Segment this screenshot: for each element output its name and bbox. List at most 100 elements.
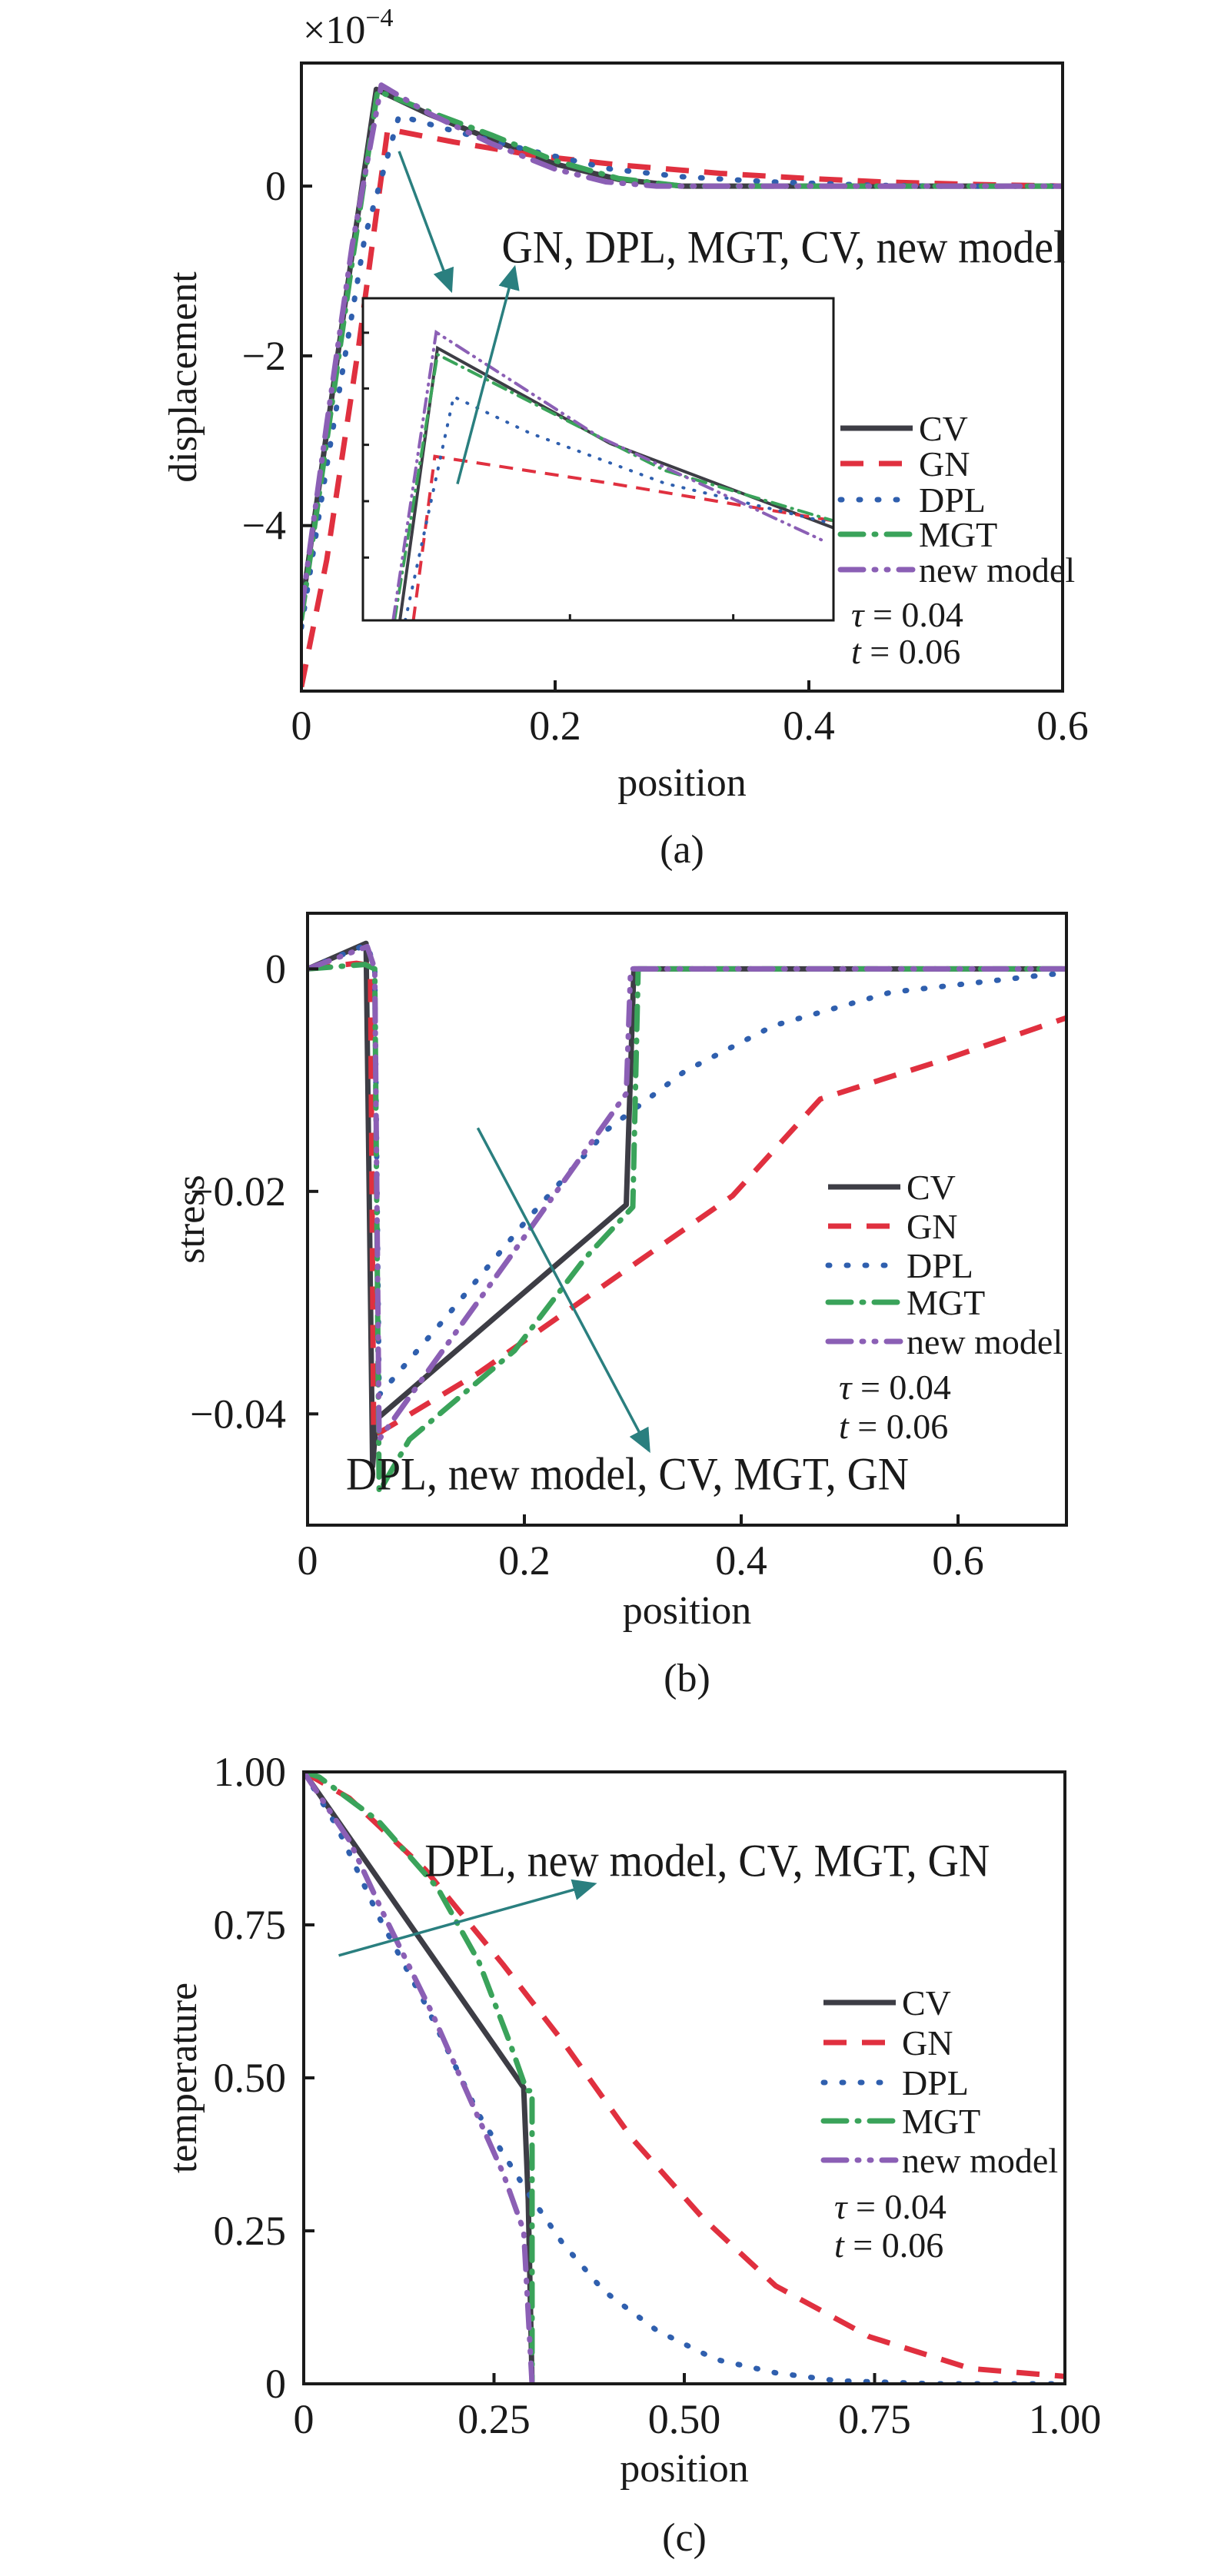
legend-label: GN: [919, 444, 970, 484]
parameter-label: t = 0.06: [851, 632, 960, 671]
panel-c: 0 0.25 0.50 0.75 1.00 0 0.25 0.50 0.75 1.00 positi…: [161, 1749, 1101, 2560]
x-tick-label: 0.25: [457, 2396, 531, 2442]
parameter-symbol: t: [839, 1407, 850, 1446]
series-line-mgt: [304, 1772, 535, 2384]
parameter-value: = 0.06: [861, 632, 960, 671]
x-tick-label: 1.00: [1029, 2396, 1102, 2442]
legend-label: MGT: [907, 1283, 985, 1322]
legend-item-dpl: DPL: [837, 480, 986, 520]
multiplier-base: ×10: [303, 8, 365, 52]
legend-item-cv: CV: [828, 1168, 956, 1207]
legend-item-dpl: DPL: [825, 1246, 973, 1285]
annotation-text: DPL, new model, CV, MGT, GN: [424, 1835, 990, 1886]
series-line-gn: [301, 126, 1063, 688]
legend-item-gn: GN: [828, 1207, 957, 1246]
legend-label: DPL: [907, 1246, 973, 1285]
legend-label: new model: [919, 550, 1075, 590]
y-tick-label: −2: [242, 333, 286, 379]
y-multiplier: ×10−4: [303, 4, 394, 52]
plot-area: [301, 82, 1063, 688]
legend-label: new model: [907, 1322, 1063, 1361]
series-line-mgt: [308, 962, 1066, 1495]
y-tick-label: −0.04: [190, 1391, 286, 1437]
parameter-symbol: t: [851, 632, 862, 671]
legend-item-cv: CV: [823, 1983, 951, 2023]
legend-label: DPL: [902, 2063, 969, 2102]
annotation-text: DPL, new model, CV, MGT, GN: [346, 1448, 909, 1499]
inset-series-line-cv: [398, 345, 833, 620]
series-line-new-model: [301, 82, 1063, 613]
y-axis-label: displacement: [161, 271, 205, 483]
x-tick-label: 0.2: [529, 703, 581, 749]
y-tick-label: 0.75: [214, 1902, 287, 1948]
x-tick-label: 0: [291, 703, 312, 749]
x-axis-label: position: [623, 1589, 752, 1633]
y-tick-label: 0: [265, 2361, 286, 2407]
annotation-arrow: [398, 151, 454, 294]
parameter-value: = 0.04: [851, 1368, 950, 1407]
plot-area: [304, 1772, 1065, 2384]
y-tick-label: −0.02: [190, 1168, 286, 1215]
y-tick-label: 0.50: [214, 2055, 287, 2101]
panel-label: (c): [662, 2516, 707, 2560]
parameter-value: = 0.04: [847, 2187, 946, 2226]
annotation-arrow: [456, 264, 520, 485]
parameter-value: = 0.06: [844, 2225, 943, 2265]
y-tick-label: 0: [265, 946, 286, 992]
annotation-arrow: [338, 1879, 597, 1957]
legend-label: new model: [902, 2141, 1058, 2180]
x-tick-label: 0: [294, 2396, 314, 2442]
legend-item-gn: GN: [823, 2023, 953, 2062]
x-axis-label: position: [617, 761, 747, 805]
parameter-label: t = 0.06: [834, 2225, 943, 2265]
parameter-label: τ = 0.04: [839, 1368, 951, 1407]
series-line-mgt: [301, 88, 1063, 622]
axes-frame: [306, 912, 1068, 1527]
parameter-label: τ = 0.04: [834, 2187, 947, 2226]
panel-b: 0 0.2 0.4 0.6 0 −0.02 −0.04 position stress (b) DP…: [169, 912, 1068, 1700]
legend-label: DPL: [919, 480, 986, 520]
inset-series-line-gn: [411, 454, 833, 620]
parameter-symbol: τ: [851, 595, 865, 634]
legend-label: GN: [902, 2023, 953, 2062]
axes-frame: [300, 61, 1064, 693]
parameter-symbol: τ: [834, 2187, 848, 2226]
legend-item-gn: GN: [840, 444, 970, 484]
x-tick-label: 0.50: [648, 2396, 721, 2442]
series-line-dpl: [304, 1772, 1065, 2384]
legend-item-mgt: MGT: [825, 1283, 985, 1322]
legend-item-mgt: MGT: [837, 515, 997, 554]
parameter-value: = 0.04: [863, 595, 963, 634]
panel-label: (b): [664, 1657, 710, 1700]
legend-item-mgt: MGT: [820, 2102, 980, 2141]
y-axis-label: stress: [169, 1175, 213, 1264]
parameter-label: t = 0.06: [839, 1407, 948, 1446]
legend-item-new-model: new model: [820, 2141, 1058, 2180]
panel-label: (a): [660, 828, 704, 872]
x-tick-label: 0.6: [1036, 703, 1089, 749]
y-tick-label: 1.00: [214, 1749, 287, 1795]
legend-label: CV: [902, 1983, 951, 2023]
parameter-label: τ = 0.04: [851, 595, 963, 634]
parameter-value: = 0.06: [849, 1407, 948, 1446]
panel-a: 0 0.2 0.4 0.6 0 −2 −4 position displacement (a) ×1…: [161, 4, 1089, 872]
legend-item-new-model: new model: [837, 550, 1075, 590]
legend-label: MGT: [902, 2102, 980, 2141]
legend-item-new-model: new model: [825, 1322, 1063, 1361]
x-tick-label: 0.2: [498, 1537, 551, 1584]
x-tick-label: 0: [298, 1537, 318, 1584]
inset-series-line-new-model: [391, 329, 824, 620]
x-tick-label: 0.6: [932, 1537, 984, 1584]
x-tick-label: 0.75: [838, 2396, 911, 2442]
multiplier-exponent: −4: [365, 4, 393, 32]
legend-item-dpl: DPL: [820, 2063, 969, 2102]
y-tick-label: 0.25: [214, 2208, 287, 2254]
legend-label: GN: [907, 1207, 957, 1246]
legend-item-cv: CV: [840, 409, 968, 448]
legend-label: CV: [907, 1168, 956, 1207]
series-line-new-model: [308, 943, 1066, 1443]
parameter-symbol: t: [834, 2225, 845, 2265]
